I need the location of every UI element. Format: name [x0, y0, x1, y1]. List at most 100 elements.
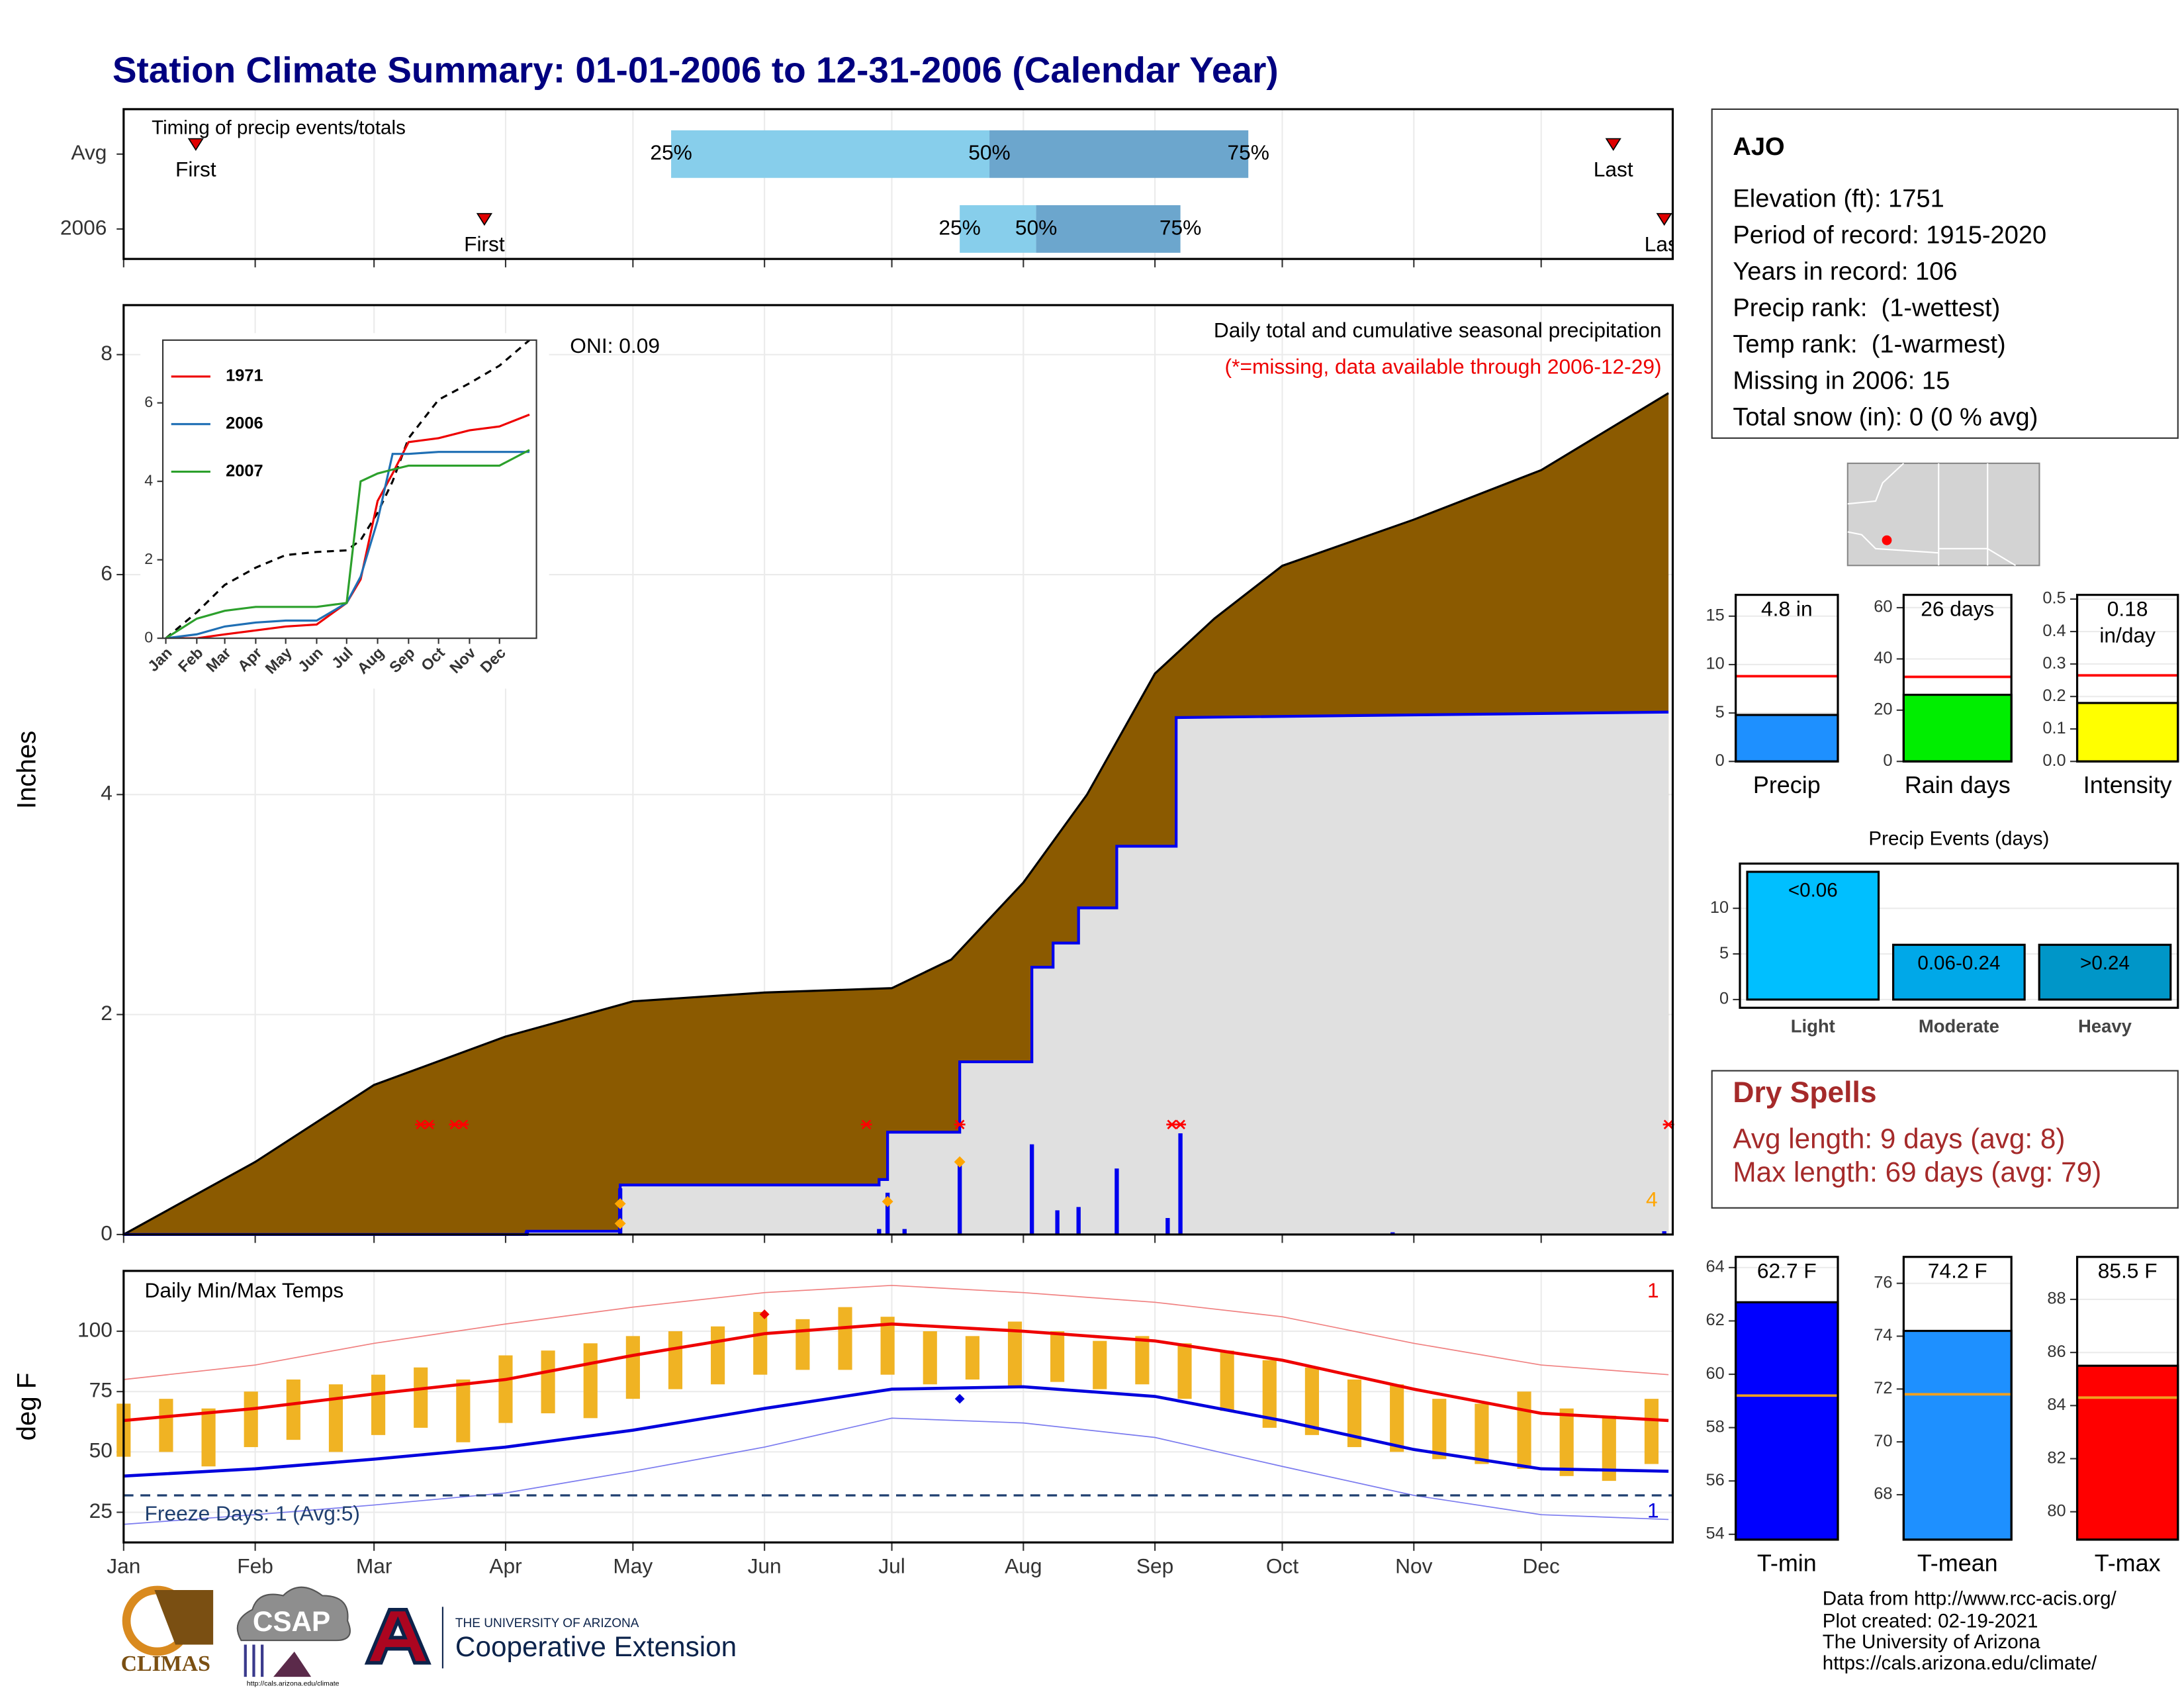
station-name: AJO	[1733, 133, 1784, 161]
y-tick-label: 70	[1874, 1432, 1892, 1450]
daily-bar	[902, 1229, 907, 1235]
temp-range-bar	[1390, 1384, 1404, 1452]
record-min-line	[123, 1417, 1669, 1525]
average-line	[165, 340, 531, 639]
temp-range-bar	[1007, 1321, 1023, 1387]
panel-border	[2075, 1256, 2179, 1541]
quartile-bar	[960, 205, 1036, 253]
bin-label: 0.06-0.24	[1917, 953, 2000, 974]
station-line: Missing in 2006: 15	[1733, 367, 1950, 395]
climas-text: CLIMAS	[121, 1652, 210, 1676]
temp-range-bar	[923, 1331, 937, 1385]
chart-title: Precip Events (days)	[1868, 827, 2049, 849]
category-label: Light	[1791, 1015, 1835, 1036]
dry-spells-line: Avg length: 9 days (avg: 8)	[1733, 1123, 2065, 1154]
y-tick-label: 50	[89, 1438, 113, 1462]
missing-marker	[1175, 1119, 1187, 1130]
temp-range-bar	[1135, 1336, 1150, 1385]
temp-range-bar	[838, 1307, 852, 1370]
row-label: 2006	[60, 215, 107, 239]
panel-border	[1735, 1256, 1839, 1541]
value-label: 26 days	[1921, 597, 1995, 622]
temp-range-bar	[541, 1350, 555, 1414]
value-label: 62.7 F	[1756, 1259, 1817, 1284]
category-label: Moderate	[1919, 1015, 1999, 1036]
bar	[1735, 1301, 1839, 1541]
y-tick-label: 84	[2047, 1395, 2066, 1414]
avg-max-line	[123, 1322, 1669, 1423]
dry-spells-box	[1711, 1070, 2179, 1209]
bar	[1746, 870, 1880, 1001]
panel-border	[122, 304, 1674, 1236]
y-tick-label: 54	[1706, 1524, 1725, 1543]
x-tick-label: Mar	[356, 1554, 392, 1578]
page-title: Station Climate Summary: 01-01-2006 to 1…	[113, 49, 1279, 90]
bin-label: <0.06	[1788, 879, 1838, 901]
y-tick-label: 0.2	[2042, 686, 2066, 705]
daily-bar	[1076, 1207, 1081, 1235]
extreme-marker	[759, 1309, 770, 1319]
y-tick-label: 4	[144, 471, 153, 489]
bar	[2075, 702, 2179, 763]
percentile-marker	[614, 1217, 626, 1229]
percentile-marker	[954, 1156, 966, 1168]
map-background	[1846, 462, 2040, 567]
panel-border	[1902, 1256, 2013, 1541]
csap-rain	[244, 1644, 264, 1677]
y-axis-title: Inches	[12, 731, 42, 809]
row-label: Avg	[71, 140, 107, 164]
quartile-label: 75%	[1227, 140, 1269, 164]
daily-bar	[617, 1188, 623, 1235]
temp-range-bar	[1432, 1399, 1447, 1460]
y-tick-label: 74	[1874, 1326, 1892, 1344]
bar	[1892, 943, 2026, 1001]
quartile-label: 25%	[650, 140, 692, 164]
quartile-label: 50%	[1015, 215, 1057, 239]
x-tick-label: Jan	[107, 1554, 140, 1578]
value-label: 4.8 in	[1760, 597, 1813, 622]
y-tick-label: 2	[101, 1001, 113, 1025]
y-tick-label: 0	[101, 1221, 113, 1244]
temp-range-bar	[201, 1408, 216, 1467]
temp-range-bar	[1304, 1367, 1319, 1435]
footer-line: Plot created: 02-19-2021	[1823, 1610, 2038, 1632]
extension-text: Cooperative Extension	[455, 1631, 737, 1662]
csap-cloud	[236, 1586, 351, 1642]
y-tick-label: 0	[144, 628, 153, 645]
y-tick-label: 0.4	[2042, 622, 2066, 640]
y-tick-label: 80	[2047, 1501, 2066, 1520]
bin-label: >0.24	[2080, 953, 2130, 974]
logos: CLIMAS CSAP http://cals.arizona.edu/clim…	[121, 1585, 737, 1687]
temp-range-bar	[880, 1317, 895, 1375]
daily-bar	[1055, 1210, 1060, 1235]
temp-range-bar	[965, 1336, 979, 1380]
bar	[1735, 714, 1839, 763]
x-tick-label: Apr	[489, 1554, 522, 1578]
temp-range-bar	[456, 1379, 471, 1442]
quartile-label: 75%	[1160, 215, 1201, 239]
bar	[2075, 1364, 2179, 1541]
quartile-bar	[989, 130, 1249, 178]
daily-bar	[1662, 1231, 1666, 1235]
panel-border	[1735, 594, 1839, 763]
inset-plot	[163, 340, 537, 639]
temp-range-bar	[1177, 1343, 1192, 1399]
temp-range-bar	[1050, 1331, 1065, 1382]
panel-border	[122, 108, 1674, 260]
category-label: Heavy	[2078, 1015, 2132, 1036]
y-tick-label: 5	[1719, 944, 1729, 962]
temp-range-bar	[1347, 1379, 1362, 1448]
oni-label: ONI: 0.09	[570, 334, 660, 357]
event-marker	[1605, 138, 1621, 152]
station-line: Elevation (ft): 1751	[1733, 185, 1944, 212]
y-tick-label: 6	[144, 393, 153, 410]
temp-range-bar	[1093, 1340, 1107, 1389]
series-line	[165, 413, 530, 639]
category-label: T-min	[1757, 1549, 1817, 1576]
legend-label: 1971	[226, 366, 263, 385]
csap-mountain	[273, 1652, 312, 1677]
temp-range-bar	[753, 1311, 768, 1375]
legend-label: 2006	[226, 414, 263, 432]
missing-marker	[860, 1119, 872, 1130]
